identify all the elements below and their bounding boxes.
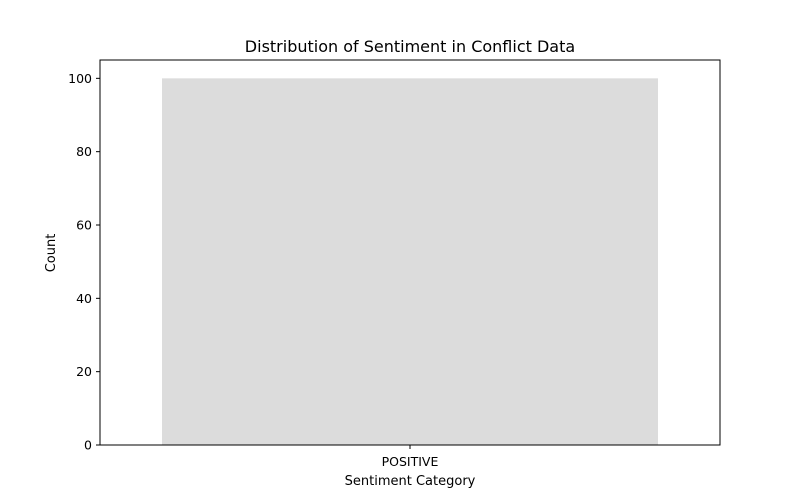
y-axis-label: Count bbox=[44, 234, 59, 273]
y-tick-label: 100 bbox=[68, 71, 92, 86]
y-tick-label: 40 bbox=[76, 291, 92, 306]
y-tick-label: 60 bbox=[76, 218, 92, 233]
bar-positive bbox=[162, 78, 658, 445]
axes-frame bbox=[99, 59, 721, 446]
y-tick-label: 80 bbox=[76, 144, 92, 159]
x-tick-label: POSITIVE bbox=[382, 454, 439, 469]
plot-area: POSITIVE 0 20 40 60 80 100 bbox=[68, 59, 721, 469]
x-axis-label: Sentiment Category bbox=[345, 474, 476, 489]
y-tick-label: 20 bbox=[76, 364, 92, 379]
y-tick-label: 0 bbox=[84, 438, 92, 453]
chart-title: Distribution of Sentiment in Conflict Da… bbox=[245, 37, 575, 56]
